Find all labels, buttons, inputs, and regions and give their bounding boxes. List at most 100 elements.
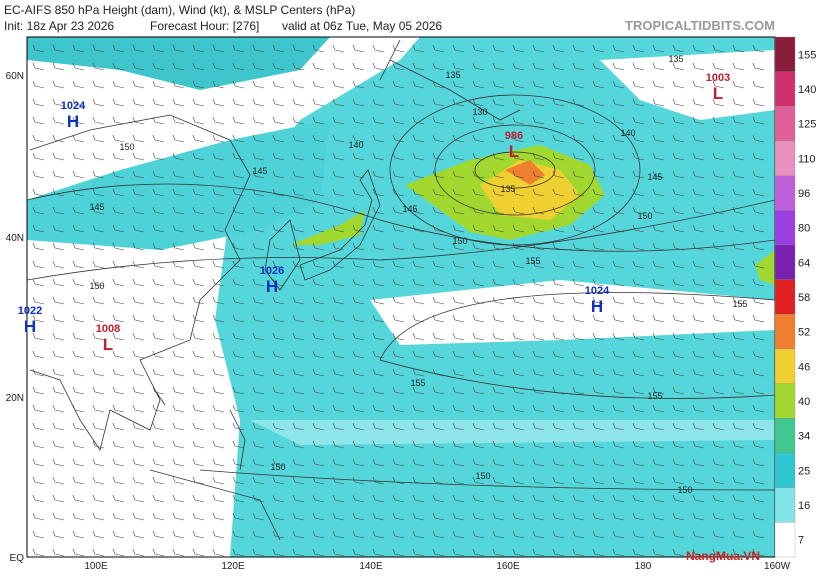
barb-flag [112, 278, 116, 285]
wind-barb [514, 409, 525, 413]
wind-barb [194, 49, 205, 53]
barb-flag [172, 116, 176, 123]
barb-flag [272, 152, 276, 159]
wind-barb [514, 193, 525, 197]
wind-barb [494, 265, 505, 269]
wind-barb [634, 337, 645, 341]
barb-flag [432, 152, 436, 159]
wind-barb [714, 283, 725, 287]
wind-barb [154, 67, 165, 71]
wind-barb [54, 283, 65, 287]
barb-flag [612, 458, 616, 465]
wind-barb [54, 535, 65, 539]
wind-barb [54, 103, 65, 107]
barb-flag [592, 260, 596, 267]
wind-barb [674, 49, 685, 53]
wind-barb [374, 85, 385, 89]
wind-barb [434, 319, 445, 323]
barb-flag [312, 530, 316, 537]
barb-flag [212, 188, 216, 195]
wind-barb [134, 193, 145, 197]
wind-barb [494, 409, 505, 413]
barb-flag [392, 350, 396, 357]
calm-area [600, 50, 775, 120]
wind-barb [74, 121, 85, 125]
wind-barb [94, 427, 105, 431]
barb-flag [32, 206, 36, 213]
barb-flag [312, 206, 316, 213]
barb-flag [512, 386, 516, 393]
wind-barb [734, 427, 745, 431]
wind-barb [474, 157, 485, 161]
center-value: 1024 [61, 100, 86, 112]
wind-barb [614, 499, 625, 503]
barb-flag [452, 296, 456, 303]
barb-flag [692, 386, 696, 393]
barb-flag [352, 134, 356, 141]
barb-flag [432, 350, 436, 357]
barb-flag [652, 80, 656, 87]
barb-flag [552, 188, 556, 195]
jet-north [27, 37, 330, 90]
barb-flag [472, 548, 476, 555]
barb-flag [212, 62, 216, 69]
barb-flag [492, 512, 496, 519]
colorbar-label: 110 [798, 153, 816, 165]
barb-flag [552, 404, 556, 411]
barb-flag [332, 494, 336, 501]
barb-flag [112, 224, 116, 231]
wind-barb [94, 373, 105, 377]
barb-flag [232, 170, 236, 177]
wind-barb [494, 211, 505, 215]
barb-flag [612, 224, 616, 231]
barb-flag [712, 152, 716, 159]
barb-flag [452, 206, 456, 213]
barb-flag [52, 242, 56, 249]
wind-barb [394, 355, 405, 359]
barb-flag [212, 152, 216, 159]
wind-barb [614, 229, 625, 233]
wind-barb [454, 499, 465, 503]
wind-barb [494, 85, 505, 89]
barb-flag [132, 98, 136, 105]
barb-flag [52, 530, 56, 537]
wind-barb [614, 535, 625, 539]
barb-flag [472, 44, 476, 51]
barb-flag [692, 530, 696, 537]
barb-flag [212, 332, 216, 339]
wind-barb [534, 67, 545, 71]
contour-label: 155 [732, 299, 747, 309]
wind-barb [54, 319, 65, 323]
wind-barbs [32, 44, 765, 557]
barb-flag [152, 188, 156, 195]
wind-barb [614, 481, 625, 485]
barb-flag [32, 134, 36, 141]
wind-barb [234, 427, 245, 431]
wind-barb [534, 355, 545, 359]
wind-barb [574, 445, 585, 449]
wind-barb [494, 193, 505, 197]
wind-barb [494, 373, 505, 377]
wind-barb [474, 481, 485, 485]
wind-barb [134, 319, 145, 323]
barb-flag [452, 170, 456, 177]
wind-barb [534, 247, 545, 251]
wind-barb [554, 85, 565, 89]
barb-flag [752, 350, 756, 357]
wind-barb [194, 229, 205, 233]
wind-barb [434, 481, 445, 485]
barb-flag [552, 368, 556, 375]
wind-barb [34, 85, 45, 89]
barb-flag [552, 314, 556, 321]
wind-barb [94, 319, 105, 323]
wind-barb [534, 319, 545, 323]
wind-barb [134, 283, 145, 287]
wind-barb [274, 499, 285, 503]
barb-flag [372, 350, 376, 357]
barb-flag [152, 530, 156, 537]
barb-flag [112, 368, 116, 375]
wind-barb [314, 139, 325, 143]
wind-barb [254, 463, 265, 467]
wind-barb [374, 517, 385, 521]
barb-flag [412, 260, 416, 267]
